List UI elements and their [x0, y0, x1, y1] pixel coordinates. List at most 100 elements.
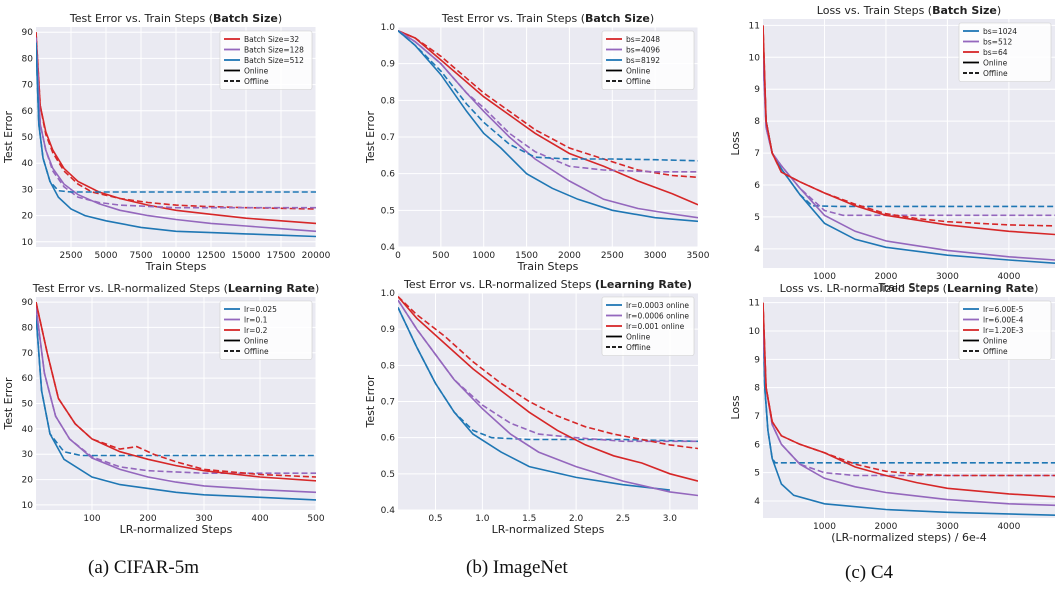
- y-tick-label: 6: [754, 440, 760, 450]
- legend-online-label: Online: [244, 67, 269, 76]
- title-bold: Learning Rate: [947, 282, 1034, 295]
- series-offline-line-0: [763, 41, 1055, 208]
- y-tick-label: 7: [754, 412, 760, 422]
- x-tick-label: 2000: [874, 272, 897, 282]
- legend-label: lr=0.1: [244, 316, 268, 325]
- series-lines: [36, 32, 316, 238]
- legend-box: [958, 300, 1052, 360]
- chart-title: Loss vs. LR-normalized Steps (Learning R…: [780, 282, 1039, 295]
- x-tick-label: 300: [195, 514, 212, 524]
- legend: lr=0.0003 online lr=0.0006 onlinelr=0.001…: [601, 296, 695, 356]
- x-tick-label: 2.0: [569, 514, 584, 524]
- x-tick-label: 500: [432, 251, 449, 261]
- series-offline-line-2: [36, 42, 316, 193]
- x-tick-label: 1000: [813, 522, 836, 532]
- title-part: Loss vs. LR-normalized Steps (: [780, 282, 947, 295]
- title-end: ): [997, 4, 1001, 17]
- title-end: ): [278, 12, 282, 25]
- caption-c: (c) C4: [845, 562, 894, 583]
- series-online-line-1: [36, 306, 316, 494]
- y-tick-label: 0.4: [381, 506, 396, 516]
- y-tick-label: 7: [754, 149, 760, 159]
- x-tick-label: 1000: [472, 251, 495, 261]
- legend-label: bs=512: [983, 38, 1012, 47]
- chart-title: Test Error vs. Train Steps (Batch Size): [441, 12, 654, 25]
- legend-online-label: Online: [244, 337, 269, 346]
- title-part: Test Error vs. Train Steps (: [69, 12, 213, 25]
- x-tick-label: 2.5: [616, 514, 630, 524]
- x-tick-label: 1.0: [475, 514, 490, 524]
- y-axis-label: Loss: [729, 395, 742, 419]
- title-part: Loss vs. Train Steps (: [817, 4, 932, 17]
- chart-title: Test Error vs. LR-normalized Steps (Lear…: [32, 282, 320, 295]
- x-tick-label: 20000: [302, 251, 331, 261]
- chart-c4-batch: 1000 2000 3000 4000 4 5 6 7 8 9 10 11 Loss vs. Train…: [729, 4, 1055, 294]
- y-tick-label: 0.9: [381, 60, 396, 70]
- series-online-line-2: [36, 301, 316, 482]
- legend-label: bs=4096: [626, 46, 660, 55]
- series-online-line-0: [763, 316, 1055, 516]
- x-axis-label: LR-normalized Steps: [492, 523, 605, 536]
- y-tick-label: 60: [22, 374, 34, 384]
- series-offline-line-0: [398, 29, 698, 179]
- legend-offline-label: Offline: [244, 347, 269, 356]
- x-tick-label: 0.5: [428, 514, 442, 524]
- legend-offline-label: Offline: [983, 347, 1008, 356]
- legend-offline-label: Offline: [983, 69, 1008, 78]
- x-tick-label: 10000: [162, 251, 191, 261]
- series-offline-line-2: [398, 30, 698, 162]
- x-tick-label: 12500: [197, 251, 226, 261]
- y-tick-label: 0.9: [381, 325, 396, 335]
- legend-label: Batch Size=512: [244, 56, 304, 65]
- y-tick-label: 40: [22, 425, 34, 435]
- title-part: Test Error vs. LR-normalized Steps: [403, 278, 595, 291]
- legend-box: [601, 296, 695, 356]
- title-end: ): [1034, 282, 1038, 295]
- y-tick-label: 4: [754, 497, 760, 507]
- y-tick-label: 0.7: [381, 398, 395, 408]
- x-tick-label: 500: [307, 514, 324, 524]
- series-online-line-0: [398, 29, 698, 206]
- legend-label: lr=0.2: [244, 326, 268, 335]
- y-tick-label: 30: [22, 185, 34, 195]
- x-tick-label: 5000: [95, 251, 118, 261]
- series-offline-line-1: [398, 30, 698, 173]
- y-tick-label: 90: [22, 298, 34, 308]
- chart-cifar-lr: 100 200 300 400 500 10 20 30 40 50 60 70 80 90 Test Er…: [2, 282, 325, 536]
- legend-label: lr=1.20E-3: [983, 326, 1024, 335]
- y-tick-label: 20: [22, 476, 34, 486]
- x-tick-label: 4000: [997, 272, 1020, 282]
- series-online-line-1: [398, 30, 698, 219]
- y-tick-label: 50: [22, 133, 34, 143]
- chart-imagenet-lr: 0.5 1.0 1.5 2.0 2.5 3.0 0.4 0.5 0.6 0.7 0.8 0.9 1.0 T…: [364, 278, 698, 536]
- chart-cifar-batch: 2500 5000 7500 10000 12500 15000 17500 20000 10 2…: [2, 12, 331, 273]
- series-lines: [763, 302, 1055, 516]
- y-tick-label: 0.5: [381, 470, 395, 480]
- x-tick-label: 3000: [936, 272, 959, 282]
- x-tick-label: 100: [83, 514, 100, 524]
- title-end: ): [315, 282, 319, 295]
- legend-label: bs=2048: [626, 35, 660, 44]
- x-tick-label: 2500: [601, 251, 624, 261]
- series-offline-line-0: [36, 32, 316, 210]
- series-online-line-1: [36, 37, 316, 233]
- x-tick-label: 3000: [644, 251, 667, 261]
- x-tick-label: 17500: [267, 251, 296, 261]
- title-bold: Batch Size: [932, 4, 997, 17]
- x-tick-label: 1.5: [522, 514, 536, 524]
- series-lines: [763, 25, 1055, 264]
- series-lines: [398, 296, 698, 497]
- legend-label: bs=1024: [983, 27, 1017, 36]
- series-online-line-0: [398, 307, 670, 491]
- title-end: ): [650, 12, 654, 25]
- y-tick-label: 90: [22, 28, 34, 38]
- series-online-line-0: [36, 314, 316, 501]
- legend: lr=6.00E-5 lr=6.00E-4lr=1.20E-3 OnlineOffl…: [958, 300, 1052, 360]
- y-tick-label: 0.7: [381, 133, 395, 143]
- y-tick-label: 80: [22, 323, 34, 333]
- x-tick-label: 2000: [874, 522, 897, 532]
- x-tick-label: 400: [251, 514, 268, 524]
